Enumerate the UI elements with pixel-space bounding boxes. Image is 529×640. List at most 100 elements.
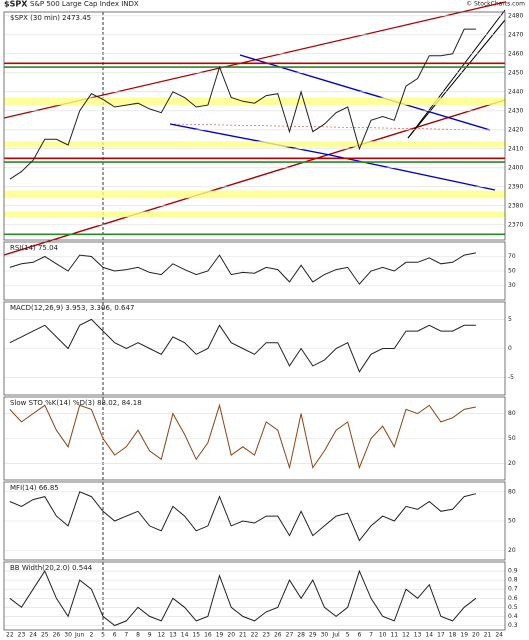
x-tick-label: 20 <box>472 632 480 639</box>
y-tick-label: 0.3 <box>508 622 518 629</box>
panel-frame <box>3 396 506 481</box>
x-tick-label: 27 <box>286 632 294 639</box>
x-tick-label: 22 <box>6 632 14 639</box>
x-tick-label: 9 <box>148 632 152 639</box>
x-tick-label: 11 <box>390 632 398 639</box>
x-tick-label: 21 <box>239 632 247 639</box>
y-tick-label: 2460 <box>508 50 523 57</box>
series-line <box>9 252 476 285</box>
y-tick-label: 2480 <box>508 12 523 19</box>
x-tick-label: 30 <box>321 632 329 639</box>
panel-frame <box>3 481 506 561</box>
y-tick-label: 0.8 <box>508 577 518 584</box>
y-tick-label: 2410 <box>508 145 523 152</box>
series-line <box>9 318 476 373</box>
price-band <box>4 211 505 218</box>
y-tick-label: 0.6 <box>508 595 518 602</box>
x-tick-label: 23 <box>262 632 270 639</box>
x-tick-label: 23 <box>18 632 26 639</box>
y-tick-label: 2390 <box>508 183 523 190</box>
x-tick-label: 24 <box>495 632 503 639</box>
x-tick-label: 21 <box>484 632 492 639</box>
x-tick-label: 16 <box>204 632 212 639</box>
y-tick-label: 0.9 <box>508 568 518 575</box>
y-tick-label: 30 <box>508 282 516 289</box>
y-tick-label: 80 <box>508 488 516 495</box>
y-tick-label: -5 <box>508 374 514 381</box>
x-tick-label: 28 <box>297 632 305 639</box>
panel-title: MFI(14) 66.85 <box>10 484 59 492</box>
x-tick-label: 12 <box>402 632 410 639</box>
y-tick-label: 50 <box>508 268 516 275</box>
y-tick-label: 2430 <box>508 107 523 114</box>
panel-frame <box>3 301 506 396</box>
x-tick-label: 22 <box>251 632 259 639</box>
y-tick-label: 2440 <box>508 88 523 95</box>
price-band <box>4 97 505 106</box>
y-tick-label: 0 <box>508 345 512 352</box>
series-line <box>9 403 477 470</box>
x-tick-label: 7 <box>124 632 128 639</box>
price-band <box>4 141 505 147</box>
x-tick-label: 13 <box>169 632 177 639</box>
x-tick-label: 6 <box>357 632 361 639</box>
x-tick-label: 17 <box>437 632 445 639</box>
x-tick-label: 30 <box>64 632 72 639</box>
panel-title: RSI(14) 75.04 <box>10 244 59 252</box>
x-tick-label: 15 <box>192 632 200 639</box>
y-tick-label: 0.5 <box>508 604 518 611</box>
price-band <box>4 190 505 199</box>
panel-title: Slow STO %K(14) %D(3) 88.02, 84.18 <box>10 399 142 407</box>
x-tick-label: 12 <box>157 632 165 639</box>
x-tick-label: 26 <box>274 632 282 639</box>
x-tick-label: Jun <box>74 632 85 639</box>
y-tick-label: 2420 <box>508 126 523 133</box>
y-tick-label: 2370 <box>508 221 523 228</box>
y-tick-label: 2380 <box>508 202 523 209</box>
x-tick-label: 10 <box>379 632 387 639</box>
x-tick-label: 5 <box>101 632 105 639</box>
x-tick-label: 5 <box>346 632 350 639</box>
x-tick-label: Jul <box>331 632 340 639</box>
y-tick-label: 80 <box>508 410 516 417</box>
y-tick-label: 0.7 <box>508 586 518 593</box>
y-tick-label: 5 <box>508 316 512 323</box>
legend-entry: $SPX (30 min) 2473.45 <box>10 14 91 22</box>
series-line <box>9 28 476 180</box>
x-tick-label: 7 <box>369 632 373 639</box>
y-tick-label: 2450 <box>508 69 523 76</box>
panel-frame <box>3 561 506 631</box>
x-tick-label: 18 <box>449 632 457 639</box>
x-tick-label: 8 <box>136 632 140 639</box>
y-tick-label: 2470 <box>508 31 523 38</box>
y-tick-label: 50 <box>508 435 516 442</box>
y-tick-label: 20 <box>508 460 516 467</box>
panel-title: BB Width(20,2.0) 0.544 <box>10 564 93 572</box>
y-tick-label: 0.4 <box>508 613 518 620</box>
panel-frame <box>3 241 506 301</box>
x-tick-label: 29 <box>309 632 317 639</box>
y-tick-label: 20 <box>508 547 516 554</box>
x-tick-label: 6 <box>113 632 117 639</box>
y-tick-label: 2400 <box>508 164 523 171</box>
chart-subtitle: S&P 500 Large Cap Index INDX <box>30 0 139 8</box>
panel-frame <box>3 11 506 241</box>
x-tick-label: 24 <box>29 632 37 639</box>
x-tick-label: 19 <box>460 632 468 639</box>
x-tick-label: 14 <box>425 632 433 639</box>
y-tick-label: 50 <box>508 518 516 525</box>
x-tick-label: 19 <box>216 632 224 639</box>
x-tick-label: 2 <box>89 632 93 639</box>
x-tick-label: 13 <box>414 632 422 639</box>
y-tick-label: 70 <box>508 253 516 260</box>
chart-title: $SPX <box>4 0 28 9</box>
series-line <box>9 569 477 627</box>
panel-title: MACD(12,26,9) 3.953, 3.306, 0.647 <box>10 304 134 312</box>
x-tick-label: 26 <box>53 632 61 639</box>
x-tick-label: 25 <box>41 632 49 639</box>
x-tick-label: 14 <box>181 632 189 639</box>
series-line <box>9 491 477 542</box>
x-tick-label: 20 <box>227 632 235 639</box>
